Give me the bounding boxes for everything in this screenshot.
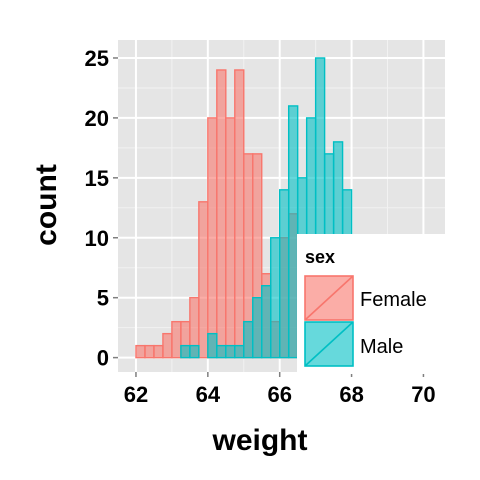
bar-male bbox=[252, 296, 263, 359]
y-tick-label: 10 bbox=[85, 226, 109, 251]
bar-female bbox=[162, 332, 173, 359]
bar-female bbox=[234, 69, 245, 359]
bar-male bbox=[216, 344, 227, 359]
y-tick-label: 15 bbox=[85, 166, 109, 191]
y-tick-label: 20 bbox=[85, 106, 109, 131]
bar-female bbox=[207, 117, 218, 359]
bar-male bbox=[180, 344, 191, 359]
legend-title: sex bbox=[305, 247, 335, 267]
bar-male bbox=[270, 237, 281, 359]
bar-female bbox=[216, 69, 227, 359]
y-tick-label: 0 bbox=[97, 346, 109, 371]
legend-label-male: Male bbox=[360, 336, 403, 358]
y-axis-ticks: 0 5 10 15 20 25 bbox=[85, 46, 118, 371]
y-tick-label: 5 bbox=[97, 286, 109, 311]
bar-female bbox=[198, 201, 209, 359]
legend-key-male-slash bbox=[304, 321, 354, 367]
x-tick-label: 70 bbox=[411, 382, 435, 407]
legend-key-female-slash bbox=[304, 275, 354, 321]
x-tick-label: 66 bbox=[267, 382, 291, 407]
bar-male bbox=[287, 105, 299, 359]
legend: sex Female Male bbox=[297, 234, 445, 374]
x-tick-label: 62 bbox=[124, 382, 148, 407]
bar-male bbox=[243, 320, 254, 359]
x-tick-label: 64 bbox=[196, 382, 221, 407]
bar-male bbox=[234, 344, 245, 359]
bar-female bbox=[135, 344, 146, 359]
y-tick-label: 25 bbox=[85, 46, 109, 71]
bar-male bbox=[207, 332, 218, 359]
y-axis-title: count bbox=[30, 164, 63, 246]
legend-item-male: Male bbox=[304, 321, 403, 367]
bar-female bbox=[153, 344, 164, 359]
legend-item-female: Female bbox=[304, 275, 427, 321]
bar-male bbox=[261, 285, 272, 359]
x-tick-label: 68 bbox=[339, 382, 363, 407]
bar-male bbox=[189, 344, 200, 359]
legend-label-female: Female bbox=[360, 289, 427, 311]
x-axis-title: weight bbox=[212, 424, 308, 457]
bar-female bbox=[144, 344, 155, 359]
x-axis-ticks: 62 64 66 68 70 bbox=[124, 372, 436, 407]
bar-male bbox=[225, 344, 236, 359]
bar-male bbox=[279, 189, 290, 359]
bar-female bbox=[225, 117, 236, 359]
bar-female bbox=[171, 320, 182, 359]
